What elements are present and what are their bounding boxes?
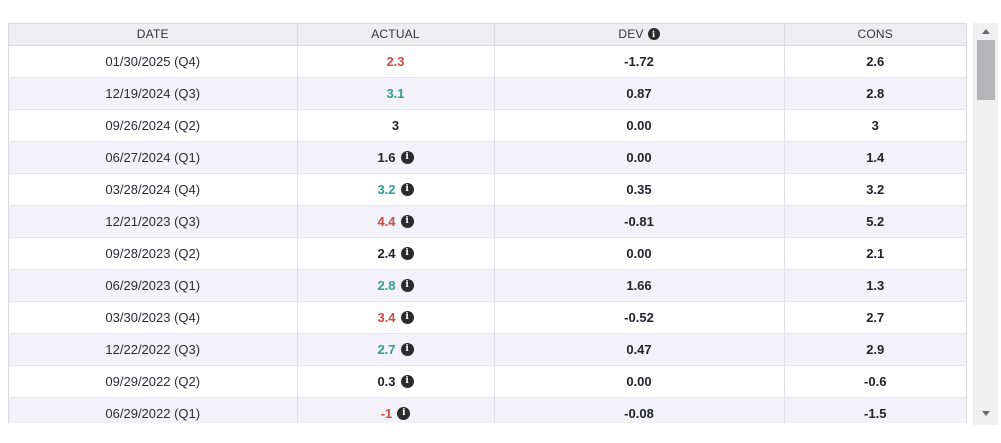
scrollbar-up-arrow-icon[interactable] [981, 29, 990, 34]
cons-cell: -1.5 [784, 397, 966, 423]
cons-cell: 3.2 [784, 173, 966, 206]
actual-value: 2.4 [377, 245, 396, 261]
info-icon[interactable]: i [400, 246, 414, 260]
table-body: 01/30/2025 (Q4) 2.3 -1.72 2.6 12/19/2024… [9, 45, 966, 423]
actual-cell: 2.7 i [297, 333, 495, 366]
table-header-row: DATE ACTUAL DEV i CONS [9, 24, 966, 46]
column-header-dev-label: DEV [618, 27, 644, 42]
dev-cell: 0.87 [494, 77, 785, 110]
column-header-dev: DEV i [494, 24, 785, 46]
info-icon[interactable]: i [400, 342, 414, 356]
table-row: 09/26/2024 (Q2) 3 0.00 3 [9, 109, 966, 142]
actual-cell: 1.6 i [297, 141, 495, 174]
date-cell: 03/30/2023 (Q4) [9, 301, 298, 334]
table-row: 12/21/2023 (Q3) 4.4 i -0.81 5.2 [9, 205, 966, 238]
cons-cell: 5.2 [784, 205, 966, 238]
table-row: 03/30/2023 (Q4) 3.4 i -0.52 2.7 [9, 301, 966, 334]
cons-cell: 2.6 [784, 45, 966, 78]
info-icon[interactable]: i [400, 374, 414, 388]
info-icon[interactable]: i [400, 310, 414, 324]
actual-value: 2.8 [377, 277, 396, 293]
actual-value: 2.7 [377, 341, 396, 357]
date-cell: 09/26/2024 (Q2) [9, 109, 298, 142]
dev-cell: 0.00 [494, 237, 785, 270]
actual-value: 1.6 [377, 149, 396, 165]
actual-cell: 0.3 i [297, 365, 495, 398]
actual-value: 0.3 [377, 373, 396, 389]
cons-cell: 2.1 [784, 237, 966, 270]
date-cell: 12/21/2023 (Q3) [9, 205, 298, 238]
dev-cell: 0.35 [494, 173, 785, 206]
info-icon[interactable]: i [397, 406, 411, 420]
vertical-scrollbar[interactable] [973, 23, 998, 425]
actual-cell: 3.2 i [297, 173, 495, 206]
cons-cell: 1.3 [784, 269, 966, 302]
cons-cell: 2.7 [784, 301, 966, 334]
actual-cell: 3 [297, 109, 495, 142]
column-header-actual-label: ACTUAL [371, 27, 420, 42]
dev-cell: 0.00 [494, 365, 785, 398]
table-row: 09/29/2022 (Q2) 0.3 i 0.00 -0.6 [9, 365, 966, 398]
cons-cell: 1.4 [784, 141, 966, 174]
actual-cell: 3.1 [297, 77, 495, 110]
dev-cell: -0.08 [494, 397, 785, 423]
actual-cell: 2.4 i [297, 237, 495, 270]
date-cell: 06/29/2023 (Q1) [9, 269, 298, 302]
actual-value: 2.3 [386, 53, 405, 69]
date-cell: 03/28/2024 (Q4) [9, 173, 298, 206]
dev-cell: 0.00 [494, 141, 785, 174]
info-icon[interactable]: i [400, 214, 414, 228]
table-row: 03/28/2024 (Q4) 3.2 i 0.35 3.2 [9, 173, 966, 206]
actual-value: 3.1 [386, 85, 405, 101]
date-cell: 12/22/2022 (Q3) [9, 333, 298, 366]
table-row: 12/22/2022 (Q3) 2.7 i 0.47 2.9 [9, 333, 966, 366]
dev-cell: -0.81 [494, 205, 785, 238]
cons-cell: -0.6 [784, 365, 966, 398]
date-cell: 09/28/2023 (Q2) [9, 237, 298, 270]
table-row: 06/29/2022 (Q1) -1 i -0.08 -1.5 [9, 397, 966, 423]
column-header-date-label: DATE [136, 27, 169, 42]
table-row: 06/27/2024 (Q1) 1.6 i 0.00 1.4 [9, 141, 966, 174]
cons-cell: 2.8 [784, 77, 966, 110]
dev-cell: 1.66 [494, 269, 785, 302]
actual-cell: 3.4 i [297, 301, 495, 334]
actual-cell: 2.8 i [297, 269, 495, 302]
dev-cell: 0.47 [494, 333, 785, 366]
date-cell: 01/30/2025 (Q4) [9, 45, 298, 78]
actual-cell: 2.3 [297, 45, 495, 78]
info-icon[interactable]: i [400, 150, 414, 164]
actual-value: 3.4 [377, 309, 396, 325]
actual-cell: 4.4 i [297, 205, 495, 238]
table-row: 01/30/2025 (Q4) 2.3 -1.72 2.6 [9, 45, 966, 78]
table-row: 12/19/2024 (Q3) 3.1 0.87 2.8 [9, 77, 966, 110]
dev-cell: -0.52 [494, 301, 785, 334]
actual-value: 4.4 [377, 213, 396, 229]
date-cell: 06/27/2024 (Q1) [9, 141, 298, 174]
actual-cell: -1 i [297, 397, 495, 423]
scrollbar-thumb[interactable] [976, 40, 995, 100]
actual-value: 3 [391, 117, 400, 133]
table-row: 09/28/2023 (Q2) 2.4 i 0.00 2.1 [9, 237, 966, 270]
column-header-date: DATE [9, 24, 298, 46]
dev-cell: -1.72 [494, 45, 785, 78]
actual-value: -1 [380, 405, 393, 421]
table-row: 06/29/2023 (Q1) 2.8 i 1.66 1.3 [9, 269, 966, 302]
info-icon[interactable]: i [400, 278, 414, 292]
info-icon[interactable]: i [647, 28, 660, 41]
actual-value: 3.2 [377, 181, 396, 197]
date-cell: 06/29/2022 (Q1) [9, 397, 298, 423]
column-header-cons: CONS [784, 24, 966, 46]
column-header-actual: ACTUAL [297, 24, 495, 46]
cons-cell: 3 [784, 109, 966, 142]
column-header-cons-label: CONS [857, 27, 893, 42]
date-cell: 09/29/2022 (Q2) [9, 365, 298, 398]
date-cell: 12/19/2024 (Q3) [9, 77, 298, 110]
scrollbar-down-arrow-icon[interactable] [981, 411, 990, 416]
history-data-table: DATE ACTUAL DEV i CONS 01/30/2025 (Q4) [8, 23, 967, 423]
info-icon[interactable]: i [400, 182, 414, 196]
dev-cell: 0.00 [494, 109, 785, 142]
cons-cell: 2.9 [784, 333, 966, 366]
